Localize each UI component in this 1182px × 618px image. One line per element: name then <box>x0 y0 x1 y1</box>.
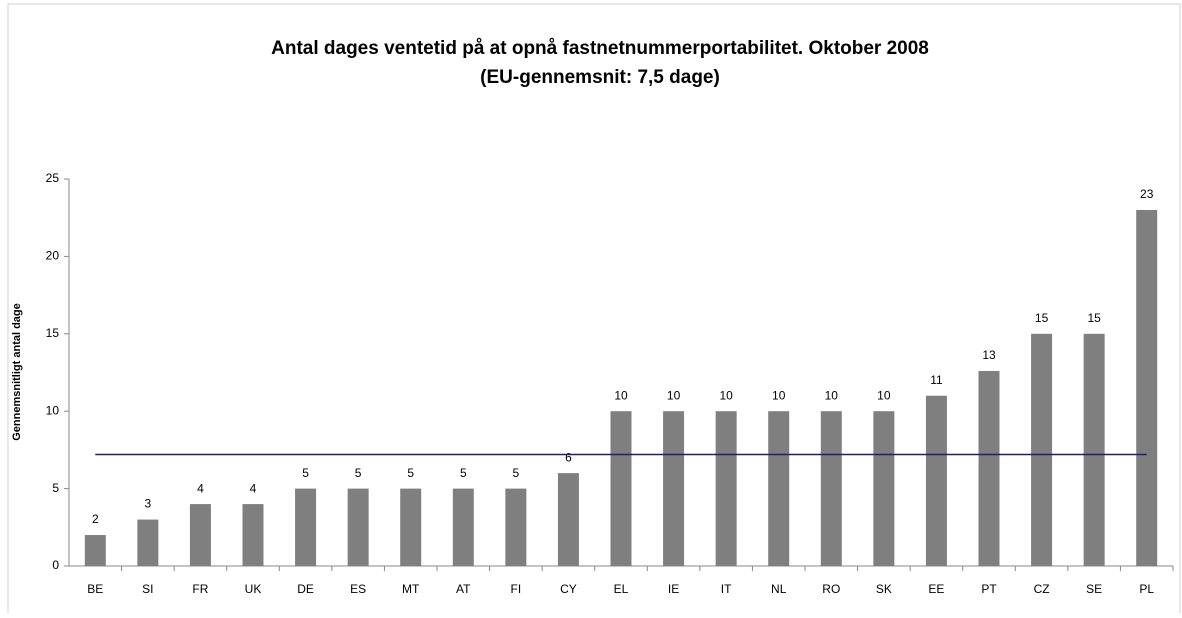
value-label: 4 <box>250 481 257 495</box>
bar <box>925 395 947 566</box>
x-tick-label: DE <box>297 582 314 596</box>
value-label: 10 <box>614 388 628 402</box>
x-tick-label: NL <box>771 582 787 596</box>
bar <box>347 488 369 566</box>
x-tick-label: SE <box>1086 582 1102 596</box>
value-label: 5 <box>355 466 362 480</box>
x-tick-label: SI <box>142 582 153 596</box>
x-tick-label: BE <box>87 582 103 596</box>
value-label: 11 <box>930 373 943 387</box>
value-label: 2 <box>92 512 99 526</box>
bar <box>820 411 842 566</box>
x-tick-label: FR <box>192 582 208 596</box>
bar <box>505 488 527 566</box>
bar <box>400 488 422 566</box>
y-tick-label: 15 <box>46 326 60 340</box>
x-tick-label: EL <box>614 582 629 596</box>
value-label: 23 <box>1140 187 1154 201</box>
bar <box>84 535 106 566</box>
value-label: 10 <box>772 388 786 402</box>
bar <box>295 488 317 566</box>
bar <box>663 411 685 566</box>
chart-subtitle: (EU-gennemsnit: 7,5 dage) <box>480 67 720 88</box>
y-tick-label: 10 <box>46 403 60 417</box>
y-tick-label: 5 <box>52 481 59 495</box>
x-tick-label: IE <box>668 582 679 596</box>
x-tick-label: RO <box>822 582 840 596</box>
value-label: 3 <box>145 497 152 511</box>
value-label: 4 <box>197 481 204 495</box>
value-label: 5 <box>513 466 520 480</box>
chart-frame <box>7 3 1181 618</box>
bar <box>1031 333 1053 566</box>
value-label: 10 <box>667 388 681 402</box>
bar <box>610 411 632 566</box>
y-tick-label: 20 <box>46 249 60 263</box>
bar <box>1136 209 1158 566</box>
value-label: 10 <box>877 388 891 402</box>
x-tick-label: CY <box>560 582 577 596</box>
bar <box>1083 333 1105 566</box>
bar <box>189 504 211 566</box>
x-tick-label: FI <box>511 582 522 596</box>
x-tick-label: AT <box>456 582 471 596</box>
x-tick-label: EE <box>928 582 944 596</box>
x-tick-label: SK <box>876 582 892 596</box>
bar <box>242 504 264 566</box>
bar <box>557 473 579 566</box>
y-axis-title: Gennemsnitligt antal dage <box>11 303 23 441</box>
value-label: 10 <box>719 388 733 402</box>
bar <box>978 370 1000 566</box>
x-tick-label: UK <box>245 582 262 596</box>
y-tick-label: 25 <box>46 171 60 185</box>
bar <box>715 411 737 566</box>
chart-title: Antal dages ventetid på at opnå fastnetn… <box>271 38 929 59</box>
value-label: 15 <box>1035 311 1049 325</box>
bar <box>137 519 159 566</box>
x-tick-label: IT <box>721 582 732 596</box>
value-label: 5 <box>407 466 414 480</box>
bar <box>452 488 474 566</box>
bar <box>768 411 790 566</box>
x-tick-label: MT <box>402 582 420 596</box>
x-tick-label: PL <box>1139 582 1154 596</box>
x-tick-label: CZ <box>1034 582 1050 596</box>
value-label: 10 <box>825 388 839 402</box>
value-label: 5 <box>302 466 309 480</box>
value-label: 5 <box>460 466 467 480</box>
value-label: 15 <box>1087 311 1101 325</box>
y-tick-label: 0 <box>52 558 59 572</box>
x-tick-label: PT <box>981 582 997 596</box>
x-tick-label: ES <box>350 582 366 596</box>
value-label: 6 <box>565 450 572 464</box>
bar <box>873 411 895 566</box>
value-label: 13 <box>982 348 996 362</box>
